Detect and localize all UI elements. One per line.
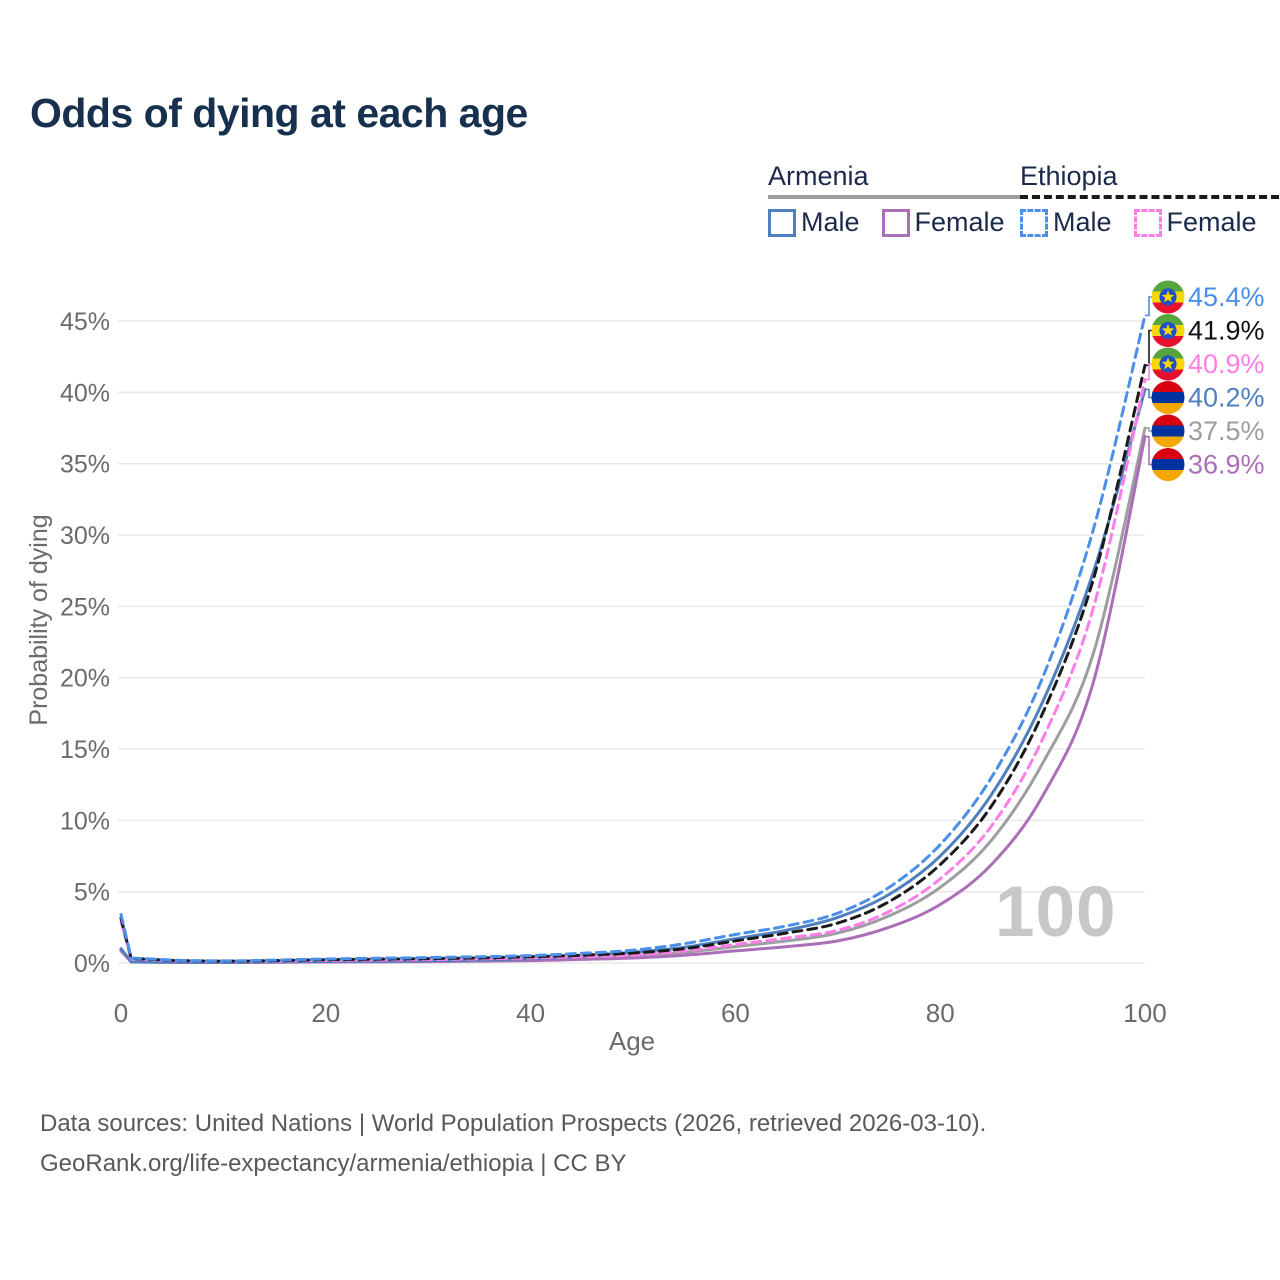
end-value-label-ethiopia-all: 41.9%: [1188, 316, 1265, 346]
y-tick-label: 35%: [60, 451, 110, 479]
y-tick-label: 30%: [60, 522, 110, 550]
y-tick-label: 0%: [74, 950, 110, 978]
y-tick-label: 10%: [60, 807, 110, 835]
data-sources-line: Data sources: United Nations | World Pop…: [40, 1110, 987, 1137]
legend-group-armenia: Armenia Male Female: [768, 161, 1027, 238]
series-line-armenia-female[interactable]: [119, 435, 1147, 964]
label-connector: [1145, 435, 1152, 466]
label-connector: [1145, 427, 1152, 432]
x-tick-label: 100: [1123, 998, 1166, 1028]
series-line-ethiopia-female[interactable]: [119, 378, 1147, 963]
armenia-flag-icon: [1151, 459, 1185, 471]
end-value-label-armenia-all: 37.5%: [1188, 416, 1265, 446]
armenia-flag-icon: [1151, 425, 1185, 437]
hover-age-watermark: 100: [995, 873, 1117, 952]
y-tick-label: 40%: [60, 379, 110, 407]
label-connector: [1145, 329, 1152, 367]
legend-item-armenia-female[interactable]: Female: [881, 207, 1005, 238]
x-tick-label: 80: [926, 998, 955, 1028]
page-title: Odds of dying at each age: [30, 90, 528, 136]
label-connector: [1145, 388, 1152, 399]
x-tick-label: 0: [114, 998, 128, 1028]
attribution-line: GeoRank.org/life-expectancy/armenia/ethi…: [40, 1150, 627, 1177]
ethiopia-flag-star: [1161, 357, 1175, 370]
legend-label-armenia-female: Female: [914, 207, 1005, 237]
ethiopia-flag-star: [1161, 290, 1175, 303]
legend-label-armenia-male: Male: [801, 207, 860, 237]
x-tick-label: 20: [311, 998, 340, 1028]
legend-item-armenia-male[interactable]: Male: [768, 207, 860, 238]
armenia-flag-icon: [1151, 470, 1185, 481]
label-connector: [1145, 363, 1152, 381]
end-value-label-armenia-female: 36.9%: [1188, 450, 1265, 480]
series-line-ethiopia-male[interactable]: [119, 313, 1147, 963]
series-line-armenia-all[interactable]: [119, 426, 1147, 964]
x-tick-label: 40: [516, 998, 545, 1028]
armenia-flag-icon: [1151, 436, 1185, 448]
y-tick-label: 45%: [60, 308, 110, 336]
y-tick-label: 15%: [60, 736, 110, 764]
series-line-armenia-male[interactable]: [119, 388, 1147, 964]
armenia-flag-icon: [1151, 381, 1185, 393]
y-tick-label: 20%: [60, 665, 110, 693]
legend-country-armenia[interactable]: Armenia: [768, 161, 869, 191]
ethiopia-male-swatch-icon: [1020, 208, 1048, 237]
x-axis-title: Age: [609, 1026, 655, 1056]
end-value-label-armenia-male: 40.2%: [1188, 383, 1265, 413]
y-tick-label: 25%: [60, 593, 110, 621]
legend-country-ethiopia[interactable]: Ethiopia: [1020, 161, 1118, 191]
ethiopia-flag-star: [1161, 323, 1175, 336]
legend-label-ethiopia-female: Female: [1166, 207, 1257, 237]
armenia-flag-icon: [1151, 414, 1185, 426]
legend-item-ethiopia-male[interactable]: Male: [1020, 207, 1112, 238]
end-value-label-ethiopia-female: 40.9%: [1188, 349, 1265, 379]
armenia-flag-icon: [1151, 403, 1185, 414]
legend-ethiopia-line-sample: [1020, 195, 1279, 199]
ethiopia-flag-icon: [1151, 369, 1185, 381]
armenia-flag-icon: [1151, 392, 1185, 404]
series-line-ethiopia-all[interactable]: [119, 363, 1147, 963]
legend-item-ethiopia-female[interactable]: Female: [1133, 207, 1257, 238]
legend-armenia-line-sample: [768, 195, 1027, 199]
x-tick-label: 60: [721, 998, 750, 1028]
y-tick-label: 5%: [74, 879, 110, 907]
label-connector: [1145, 296, 1152, 317]
ethiopia-female-swatch-icon: [1133, 208, 1162, 237]
legend-label-ethiopia-male: Male: [1053, 207, 1112, 237]
footer: Data sources: United Nations | World Pop…: [40, 1104, 986, 1184]
armenia-flag-icon: [1151, 448, 1185, 460]
armenia-male-swatch-icon: [768, 208, 796, 237]
end-value-label-ethiopia-male: 45.4%: [1188, 282, 1265, 312]
legend-group-ethiopia: Ethiopia Male Female: [1020, 161, 1279, 238]
ethiopia-flag-icon: [1151, 336, 1185, 347]
armenia-female-swatch-icon: [881, 208, 910, 237]
ethiopia-flag-icon: [1151, 280, 1185, 292]
ethiopia-flag-icon: [1151, 302, 1185, 314]
ethiopia-flag-icon: [1151, 314, 1185, 326]
y-axis-title: Probability of dying: [25, 514, 53, 725]
ethiopia-flag-icon: [1151, 347, 1185, 359]
